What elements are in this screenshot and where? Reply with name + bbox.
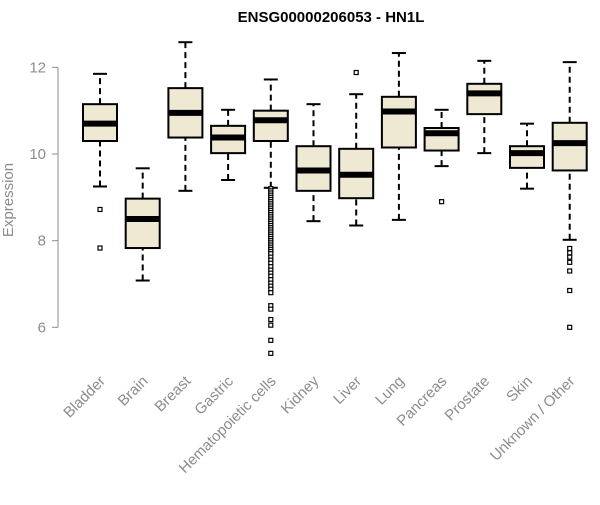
outlier-point [439, 199, 445, 205]
outlier-point [268, 290, 274, 296]
outlier-point [567, 250, 573, 256]
box-liver [338, 69, 375, 227]
box-brain [124, 167, 161, 282]
x-tick-label: Breast [152, 372, 195, 415]
box-iqr [380, 95, 417, 149]
box-bladder [82, 72, 118, 251]
x-tick-label: Lung [372, 373, 408, 409]
y-tick-label: 12 [29, 59, 46, 76]
box-lung [380, 52, 417, 221]
outlier-point [268, 350, 274, 356]
outlier-point [268, 306, 274, 312]
box-pancreas [423, 108, 460, 205]
y-axis: 6 8 10 12 [29, 59, 59, 336]
x-tick-label: Liver [330, 373, 365, 408]
box-skin [509, 122, 545, 190]
box-iqr [124, 197, 161, 250]
outlier-point [567, 287, 573, 294]
x-tick-label: Brain [115, 373, 152, 410]
outlier-point [268, 316, 274, 323]
y-tick-label: 10 [29, 146, 46, 163]
box-kidney [295, 103, 332, 223]
outlier-point [353, 69, 359, 76]
x-tick-label: Prostate [442, 373, 494, 425]
box-prostate [466, 59, 503, 155]
outlier-point [567, 245, 573, 252]
y-axis-label: Expression [0, 163, 17, 237]
outlier-point [567, 254, 573, 260]
box-iqr [252, 109, 289, 142]
y-tick-label: 6 [38, 319, 46, 336]
box-iqr [551, 121, 588, 172]
x-tick-label: Skin [503, 373, 536, 406]
y-tick-label: 8 [38, 233, 46, 250]
outlier-point [268, 322, 274, 328]
chart-title: ENSG00000206053 - HN1L [238, 9, 425, 26]
box-hematopoietic-cells [252, 78, 289, 356]
box-iqr [509, 145, 545, 169]
box-gastric [210, 108, 247, 181]
outlier-point [97, 206, 103, 213]
boxes-layer [82, 41, 588, 356]
x-tick-label: Kidney [278, 372, 323, 417]
outlier-point [97, 245, 103, 251]
box-breast [167, 41, 204, 192]
outlier-point [268, 337, 274, 343]
box-iqr [466, 82, 503, 116]
x-tick-label: Bladder [60, 373, 109, 422]
box-unknown-other [551, 61, 588, 330]
outlier-point [567, 268, 573, 274]
outlier-point [567, 259, 573, 265]
outlier-point [567, 324, 573, 330]
